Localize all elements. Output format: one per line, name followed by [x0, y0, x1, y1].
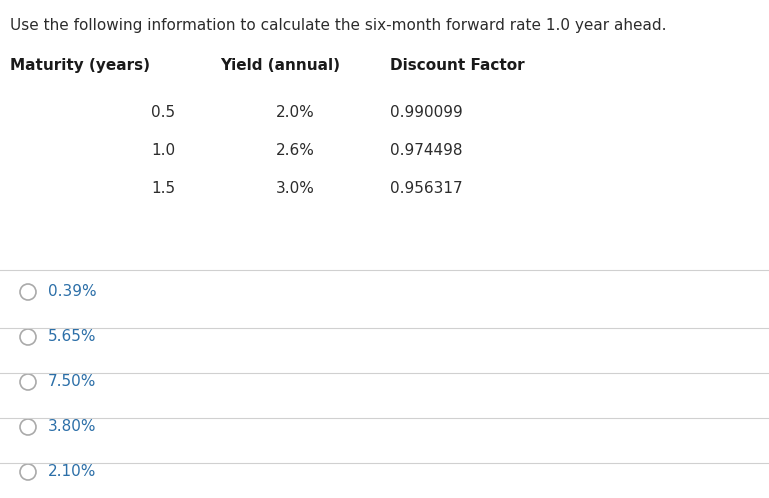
- Text: 3.0%: 3.0%: [276, 181, 315, 196]
- Text: 0.39%: 0.39%: [48, 283, 97, 298]
- Text: 0.990099: 0.990099: [390, 105, 463, 120]
- Text: 7.50%: 7.50%: [48, 374, 96, 388]
- Text: 0.5: 0.5: [151, 105, 175, 120]
- Text: Yield (annual): Yield (annual): [220, 58, 340, 73]
- Text: 1.0: 1.0: [151, 143, 175, 158]
- Text: 5.65%: 5.65%: [48, 329, 96, 344]
- Text: 2.6%: 2.6%: [276, 143, 315, 158]
- Text: 0.956317: 0.956317: [390, 181, 463, 196]
- Text: 0.974498: 0.974498: [390, 143, 462, 158]
- Text: Maturity (years): Maturity (years): [10, 58, 150, 73]
- Text: 2.0%: 2.0%: [276, 105, 315, 120]
- Text: 2.10%: 2.10%: [48, 464, 96, 479]
- Text: 3.80%: 3.80%: [48, 418, 96, 433]
- Text: Use the following information to calculate the six-month forward rate 1.0 year a: Use the following information to calcula…: [10, 18, 667, 33]
- Text: 1.5: 1.5: [151, 181, 175, 196]
- Text: Discount Factor: Discount Factor: [390, 58, 524, 73]
